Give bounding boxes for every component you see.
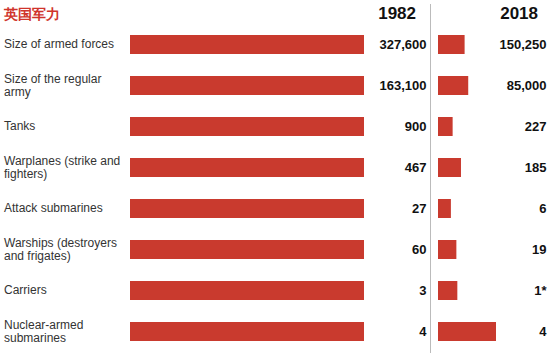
svg-text:150,250: 150,250 [500,37,547,52]
svg-text:27: 27 [412,201,426,216]
svg-text:4: 4 [539,324,547,339]
html-text:Warplanes (strike and fighters: Warplanes (strike and fighters) [4,153,121,181]
html-text:Attack submarines: Attack submarines [4,201,103,215]
html-text:Carriers: Carriers [4,283,47,297]
html-text:Warships (destroyers and friga: Warships (destroyers and frigates) [4,235,117,263]
svg-text:19: 19 [532,242,546,257]
svg-text:3: 3 [419,283,426,298]
html-text:2018: 2018 [500,4,538,23]
svg-text:227: 227 [525,119,547,134]
svg-text:4: 4 [419,324,427,339]
html-text:英国军力: 英国军力 [4,6,60,22]
html-text:Size of armed forces: Size of armed forces [4,37,114,51]
svg-text:327,600: 327,600 [380,37,427,52]
html-text:Size of the regular army: Size of the regular army [4,71,102,99]
svg-text:6: 6 [539,201,546,216]
svg-text:60: 60 [412,242,426,257]
svg-text:1*: 1* [534,283,547,298]
html-text:Nuclear-armed submarines: Nuclear-armed submarines [4,317,84,345]
html-text:Tanks: Tanks [4,119,36,133]
html-text:1982: 1982 [378,4,416,23]
svg-text:163,100: 163,100 [380,78,427,93]
svg-text:185: 185 [525,160,547,175]
svg-text:85,000: 85,000 [507,78,547,93]
svg-text:900: 900 [405,119,427,134]
svg-text:467: 467 [405,160,427,175]
